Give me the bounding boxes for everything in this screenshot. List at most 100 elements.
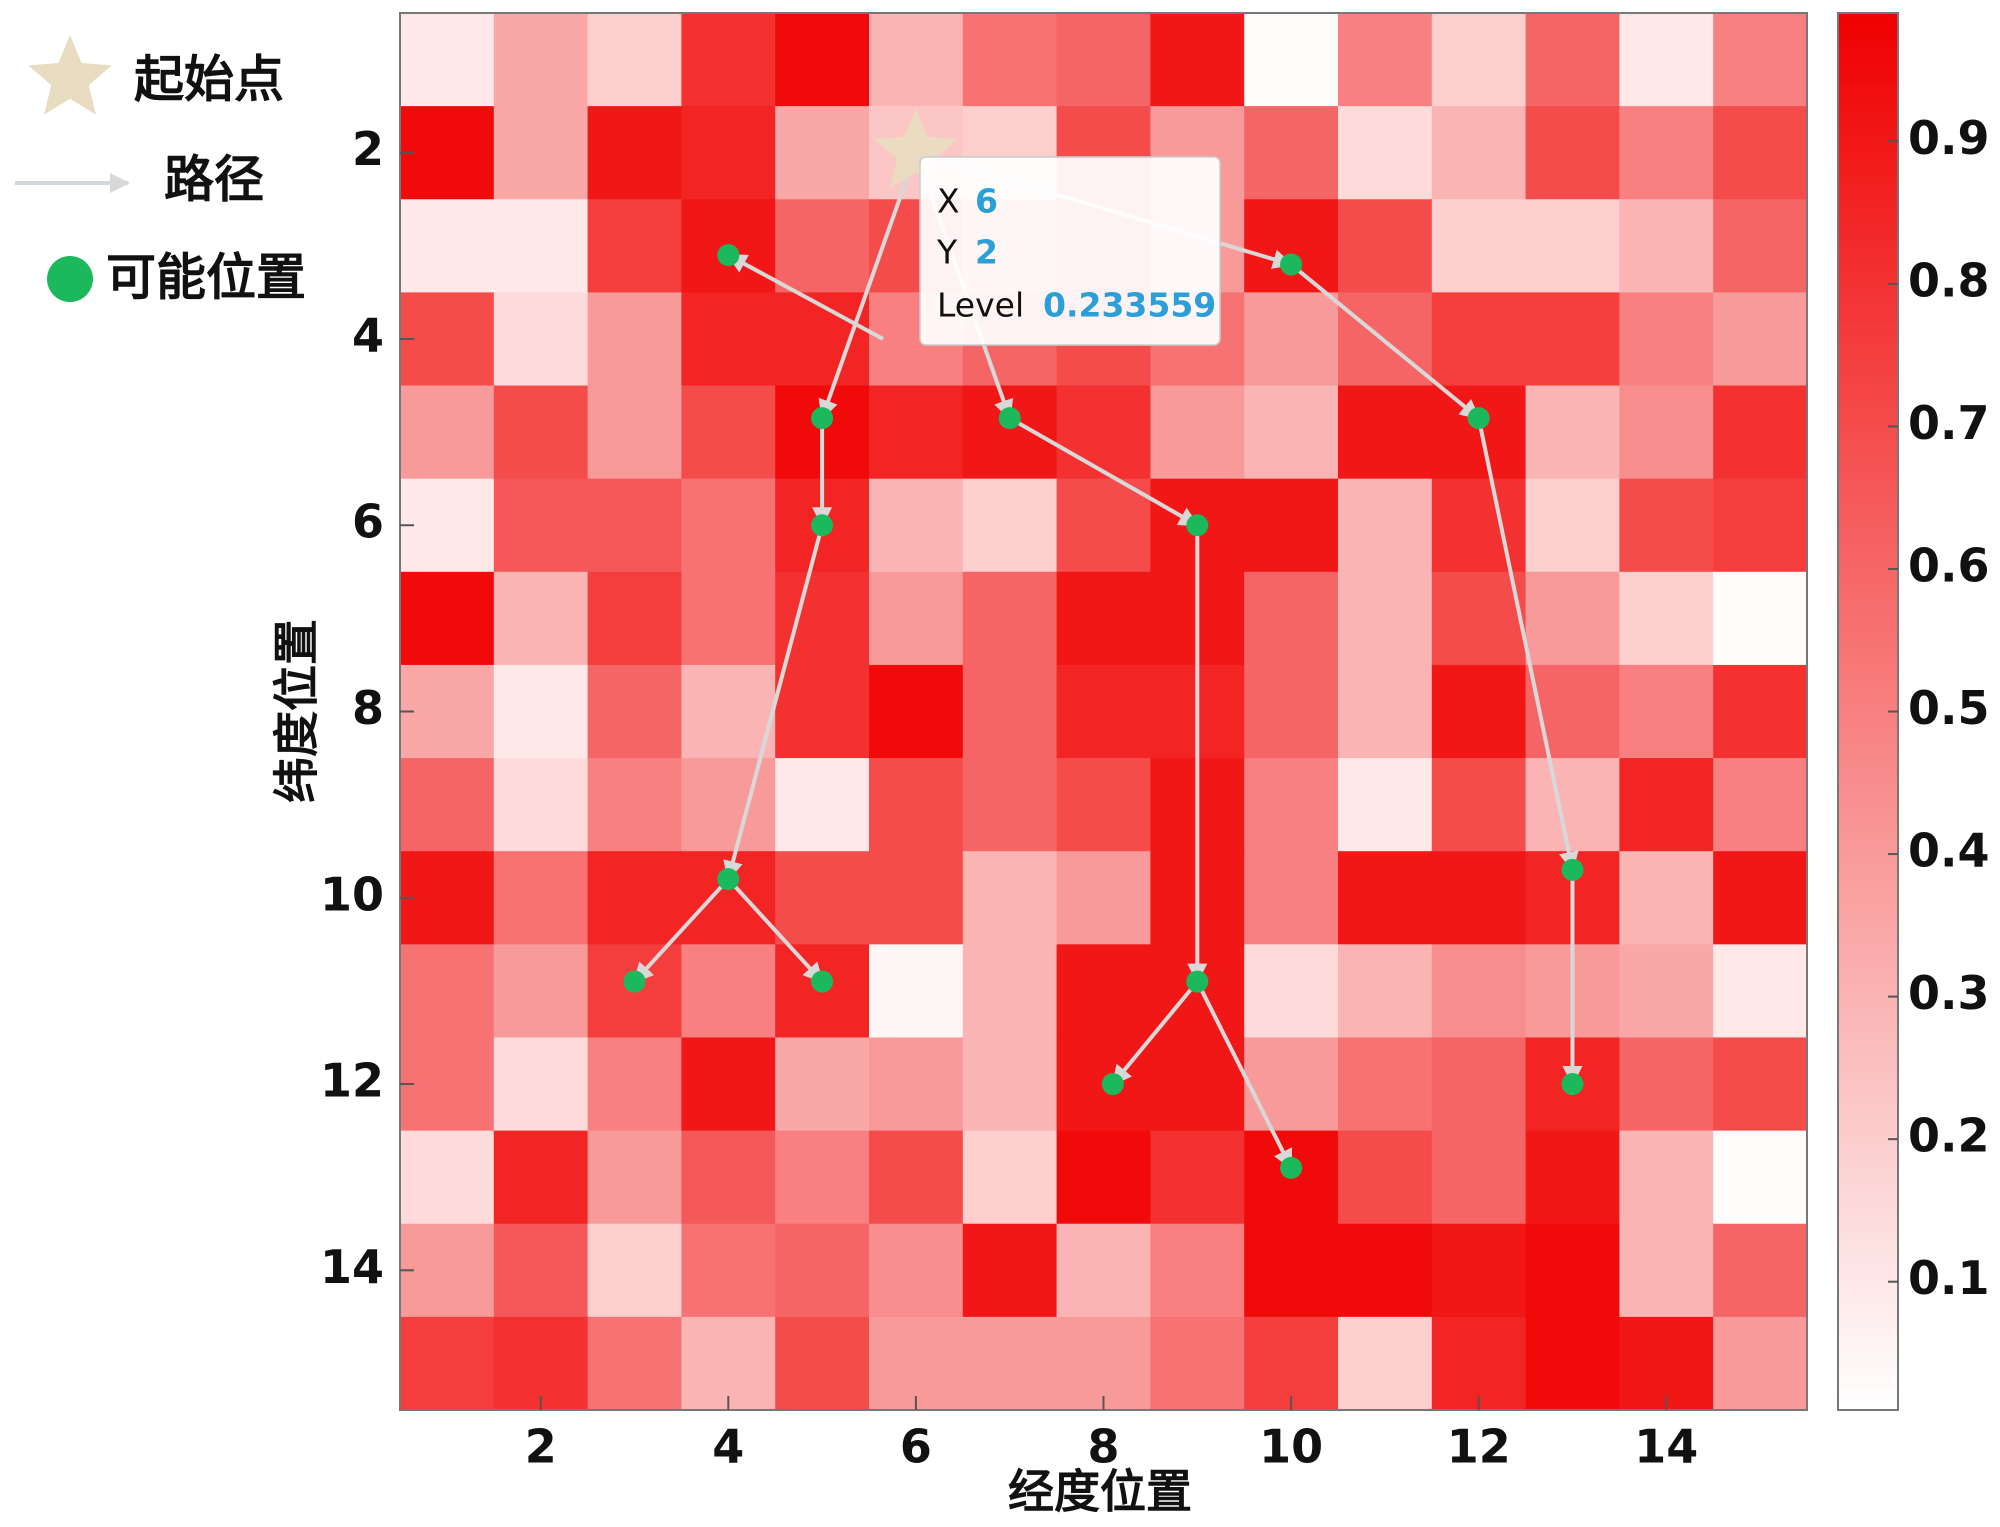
heat-cell [1056, 13, 1151, 107]
colorbar-tick-label: 0.2 [1908, 1109, 1990, 1163]
heat-cell [1431, 199, 1527, 293]
heat-cell [1338, 944, 1433, 1038]
heat-cell [1431, 106, 1527, 200]
heat-cell [1713, 851, 1808, 945]
heat-cell [681, 1223, 776, 1318]
heat-cell [962, 944, 1058, 1038]
heat-cell [1713, 385, 1808, 480]
heat-cell [1056, 478, 1151, 573]
heat-cell [962, 571, 1058, 666]
heat-cell [962, 385, 1058, 480]
heat-cell [775, 758, 870, 852]
heat-cell [400, 758, 495, 852]
heat-cell [681, 1037, 776, 1132]
heat-cell [400, 478, 495, 573]
heat-cell [1056, 1223, 1151, 1318]
heat-cell [962, 1130, 1058, 1225]
heat-cell [1431, 1223, 1527, 1318]
heat-cell [1713, 664, 1808, 759]
heat-cell [587, 13, 682, 107]
tooltip-key: Level [937, 286, 1024, 325]
heat-cell [1525, 758, 1620, 852]
heat-cell [1525, 478, 1620, 573]
heat-cell [775, 851, 870, 945]
heat-cell [1338, 571, 1433, 666]
heat-cell [400, 944, 495, 1038]
heat-cell [1150, 1316, 1245, 1411]
heat-cell [775, 1037, 870, 1132]
heat-cell [1619, 1130, 1714, 1225]
legend-label: 可能位置 [106, 249, 306, 307]
heat-cell [1338, 1223, 1433, 1318]
heat-cell [400, 1223, 495, 1318]
heat-cell [587, 106, 682, 200]
heat-cell [1244, 13, 1339, 107]
y-tick-label: 2 [352, 122, 384, 176]
heat-cell [1338, 1316, 1433, 1411]
heat-cell [869, 571, 964, 666]
heat-cell [775, 199, 870, 293]
possible-position [1467, 407, 1490, 430]
heat-cell [1619, 385, 1714, 480]
possible-position [1186, 514, 1209, 537]
heat-cell [1619, 478, 1714, 573]
heat-cell [1525, 1130, 1620, 1225]
heat-cell [493, 13, 589, 107]
heat-cell [400, 292, 495, 387]
colorbar-tick-label: 0.4 [1908, 824, 1990, 878]
heat-cell [587, 1316, 682, 1411]
heat-cell [400, 1316, 495, 1411]
heat-cell [681, 292, 776, 387]
path-arrow [1111, 980, 1199, 1086]
tooltip: X 6 Y 2 Level 0.233559 [919, 156, 1221, 346]
heat-cell [869, 478, 964, 573]
heat-cell [1619, 106, 1714, 200]
possible-position [1280, 253, 1303, 276]
y-tick-label: 8 [352, 681, 384, 735]
path-arrow [1195, 980, 1293, 1170]
heat-cell [1056, 1130, 1151, 1225]
heat-cell [775, 664, 870, 759]
heat-cell [1338, 1037, 1433, 1132]
possible-position [811, 514, 834, 537]
heat-cell [1150, 1223, 1245, 1318]
heat-cell [869, 1223, 964, 1318]
heat-cell [1713, 292, 1808, 387]
heat-cell [400, 13, 495, 107]
possible-position [1101, 1073, 1124, 1096]
heat-cell [587, 664, 682, 759]
path-arrow [633, 877, 730, 984]
heat-cell [587, 758, 682, 852]
heat-cell [775, 1223, 870, 1318]
x-tick-label: 6 [900, 1420, 932, 1474]
heat-cell [1525, 106, 1620, 200]
heat-cell [1713, 478, 1808, 573]
legend-label: 起始点 [134, 51, 284, 109]
heat-cell [1431, 385, 1527, 480]
heat-cell [493, 385, 589, 480]
heat-cell [1619, 664, 1714, 759]
heat-cell [1431, 758, 1527, 852]
heat-cell [1713, 13, 1808, 107]
heat-cell [1244, 385, 1339, 480]
possible-position [1280, 1156, 1303, 1179]
heat-cell [1431, 1130, 1527, 1225]
tooltip-key: X [937, 182, 960, 221]
heat-cell [681, 571, 776, 666]
heat-cell [869, 664, 964, 759]
heat-cell [1431, 944, 1527, 1038]
possible-position [1561, 858, 1584, 881]
heat-cell [1338, 385, 1433, 480]
heat-cell [1338, 13, 1433, 107]
y-tick-label: 12 [320, 1054, 384, 1108]
heat-cell [775, 1130, 870, 1225]
x-tick-label: 10 [1259, 1420, 1323, 1474]
heat-cell [1244, 292, 1339, 387]
heat-cell [493, 851, 589, 945]
colorbar-tick-label: 0.3 [1908, 966, 1990, 1020]
heat-cell [1150, 1037, 1245, 1132]
heat-cell [1244, 944, 1339, 1038]
legend-star [28, 35, 112, 115]
legend: 起始点 路径 可能位置 [15, 51, 306, 307]
